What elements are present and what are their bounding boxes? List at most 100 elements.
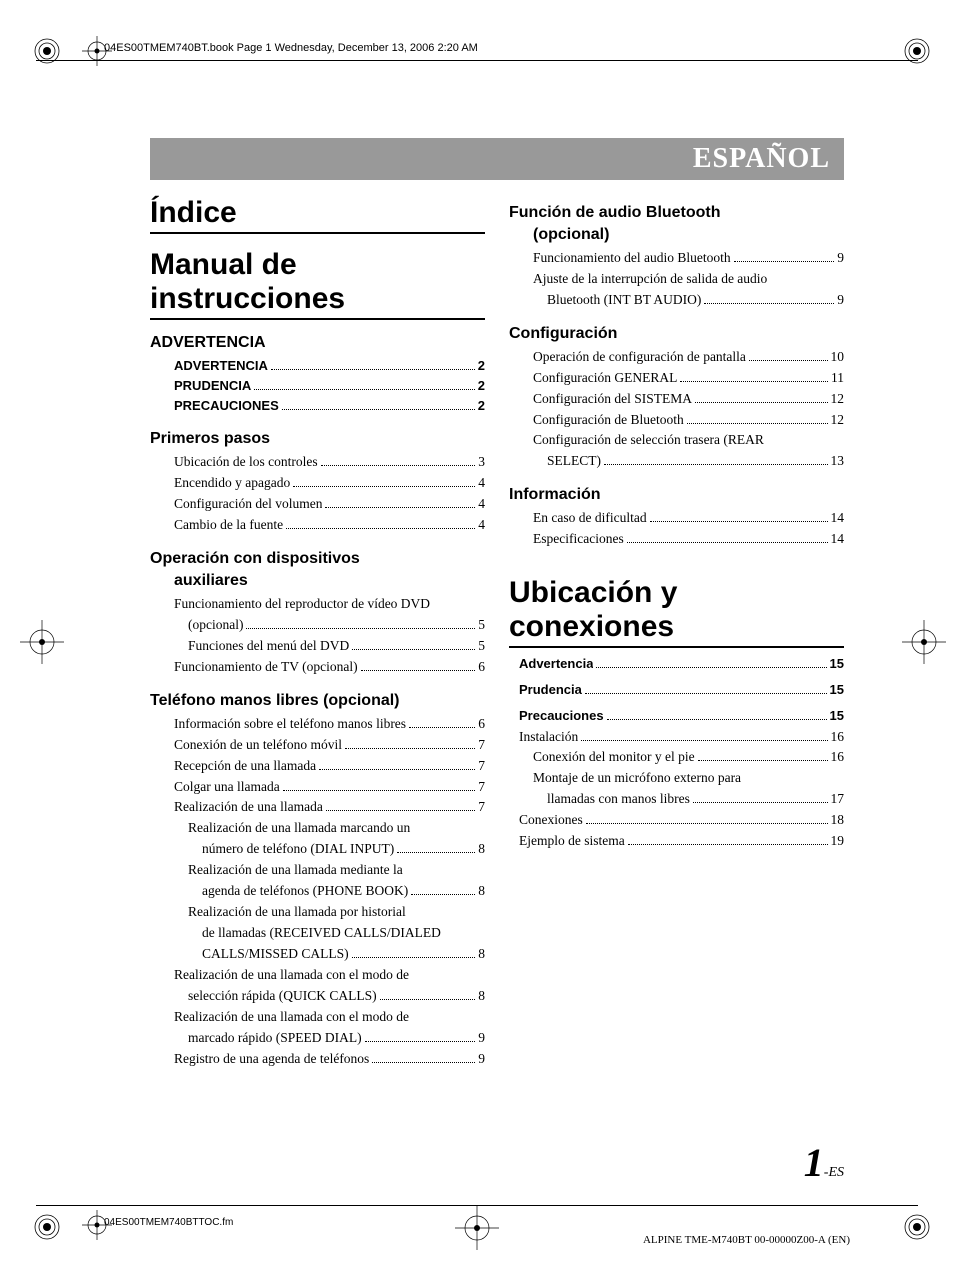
toc-row: Configuración del volumen4 bbox=[174, 494, 485, 515]
toc-row: (opcional)5 bbox=[174, 615, 485, 636]
toc-dots bbox=[361, 670, 476, 671]
toc-row: SELECT)13 bbox=[533, 451, 844, 472]
toc-page: 8 bbox=[478, 944, 485, 965]
toc-row: Ubicación de los controles3 bbox=[174, 452, 485, 473]
toc-label: agenda de teléfonos (PHONE BOOK) bbox=[202, 881, 408, 902]
toc-dots bbox=[687, 423, 828, 424]
toc-row: Especificaciones14 bbox=[533, 529, 844, 550]
toc-item: Realización de una llamada por historial… bbox=[174, 902, 485, 965]
toc-page: 9 bbox=[837, 290, 844, 311]
toc-page: 9 bbox=[478, 1049, 485, 1070]
toc-dots bbox=[286, 528, 475, 529]
content-columns: Índice Manual de instrucciones ADVERTENC… bbox=[150, 190, 844, 1168]
title-indice: Índice bbox=[150, 196, 485, 234]
reg-mark-icon bbox=[902, 1212, 932, 1242]
toc-label: Advertencia bbox=[519, 654, 593, 674]
toc-label: Conexiones bbox=[519, 810, 583, 831]
toc-item: Realización de una llamada marcando unnú… bbox=[174, 818, 485, 860]
toc-page: 14 bbox=[831, 529, 845, 550]
toc-row: marcado rápido (SPEED DIAL)9 bbox=[174, 1028, 485, 1049]
toc-dots bbox=[680, 381, 828, 382]
toc-row: Conexión del monitor y el pie16 bbox=[519, 747, 844, 768]
toc-dots bbox=[704, 303, 834, 304]
toc-dots bbox=[283, 790, 476, 791]
toc-page: 6 bbox=[478, 657, 485, 678]
toc-label: Información sobre el teléfono manos libr… bbox=[174, 714, 406, 735]
toc-item: Ajuste de la interrupción de salida de a… bbox=[533, 269, 844, 311]
toc-dots bbox=[321, 465, 476, 466]
toc-dots bbox=[380, 999, 476, 1000]
toc-dots bbox=[365, 1041, 476, 1042]
toc-row: Funcionamiento de TV (opcional)6 bbox=[174, 657, 485, 678]
title-manual: Manual de instrucciones bbox=[150, 248, 485, 320]
toc-page: 18 bbox=[831, 810, 845, 831]
toc-dots bbox=[352, 957, 476, 958]
toc-row: llamadas con manos libres17 bbox=[519, 789, 844, 810]
toc-page: 2 bbox=[478, 356, 485, 376]
toc-label-line: Ajuste de la interrupción de salida de a… bbox=[533, 269, 844, 290]
toc-dots bbox=[698, 760, 828, 761]
toc-dots bbox=[345, 748, 475, 749]
page-num-suffix: -ES bbox=[824, 1165, 844, 1180]
toc-label: PRECAUCIONES bbox=[174, 396, 279, 416]
toc-row: Operación de configuración de pantalla10 bbox=[533, 347, 844, 368]
toc-list: Funcionamiento del reproductor de vídeo … bbox=[150, 594, 485, 678]
toc-label: selección rápida (QUICK CALLS) bbox=[188, 986, 377, 1007]
toc-dots bbox=[650, 521, 828, 522]
toc-page: 15 bbox=[830, 706, 844, 726]
toc-item: Ubicación de los controles3 bbox=[174, 452, 485, 473]
toc-label: Funciones del menú del DVD bbox=[188, 636, 349, 657]
toc-row: Información sobre el teléfono manos libr… bbox=[174, 714, 485, 735]
left-column: Índice Manual de instrucciones ADVERTENC… bbox=[150, 190, 485, 1168]
toc-label: (opcional) bbox=[188, 615, 243, 636]
toc-label: Configuración del volumen bbox=[174, 494, 322, 515]
toc-row: Encendido y apagado4 bbox=[174, 473, 485, 494]
toc-list: ADVERTENCIA2PRUDENCIA2PRECAUCIONES2 bbox=[150, 356, 485, 416]
toc-item: Realización de una llamada7 bbox=[174, 797, 485, 818]
toc-page: 16 bbox=[831, 747, 845, 768]
toc-row: Colgar una llamada7 bbox=[174, 777, 485, 798]
toc-list: Información sobre el teléfono manos libr… bbox=[150, 714, 485, 1070]
toc-label-line: Realización de una llamada con el modo d… bbox=[174, 1007, 485, 1028]
toc-page: 4 bbox=[478, 515, 485, 536]
footer-rule bbox=[36, 1205, 918, 1206]
toc-item: Registro de una agenda de teléfonos9 bbox=[174, 1049, 485, 1070]
toc-label: Prudencia bbox=[519, 680, 582, 700]
toc-page: 8 bbox=[478, 839, 485, 860]
toc-label: Conexión de un teléfono móvil bbox=[174, 735, 342, 756]
toc-item: Funcionamiento del reproductor de vídeo … bbox=[174, 594, 485, 636]
section-heading-line2: auxiliares bbox=[150, 572, 485, 590]
toc-label: Funcionamiento del audio Bluetooth bbox=[533, 248, 731, 269]
toc-dots bbox=[607, 719, 827, 720]
page-num-value: 1 bbox=[804, 1140, 824, 1185]
toc-page: 8 bbox=[478, 986, 485, 1007]
toc-list: Ubicación de los controles3Encendido y a… bbox=[150, 452, 485, 536]
toc-row: agenda de teléfonos (PHONE BOOK)8 bbox=[174, 881, 485, 902]
toc-label: Configuración GENERAL bbox=[533, 368, 677, 389]
toc-item: Realización de una llamada con el modo d… bbox=[174, 1007, 485, 1049]
toc-row: Instalación16 bbox=[519, 727, 844, 748]
footer-right: ALPINE TME-M740BT 00-00000Z00-A (EN) bbox=[643, 1234, 850, 1246]
toc-row: Recepción de una llamada7 bbox=[174, 756, 485, 777]
toc-dots bbox=[734, 261, 835, 262]
reg-mark-icon bbox=[32, 36, 62, 66]
toc-item: Cambio de la fuente4 bbox=[174, 515, 485, 536]
toc-dots bbox=[749, 360, 828, 361]
toc-label-line: Configuración de selección trasera (REAR bbox=[533, 430, 844, 451]
toc-item: Prudencia15 bbox=[519, 680, 844, 700]
toc-item: Funcionamiento de TV (opcional)6 bbox=[174, 657, 485, 678]
toc-dots bbox=[271, 369, 475, 370]
toc-page: 7 bbox=[478, 756, 485, 777]
toc-label: PRUDENCIA bbox=[174, 376, 251, 396]
toc-page: 6 bbox=[478, 714, 485, 735]
cross-mark-icon bbox=[20, 620, 64, 664]
toc-row: En caso de dificultad14 bbox=[533, 508, 844, 529]
language-label: ESPAÑOL bbox=[693, 143, 830, 175]
toc-dots bbox=[604, 464, 828, 465]
toc-item: ADVERTENCIA2 bbox=[174, 356, 485, 376]
toc-item: Advertencia15 bbox=[519, 654, 844, 674]
toc-item: Configuración de selección trasera (REAR… bbox=[533, 430, 844, 472]
toc-label: Realización de una llamada bbox=[174, 797, 323, 818]
toc-dots bbox=[352, 649, 475, 650]
toc-label-line: Realización de una llamada con el modo d… bbox=[174, 965, 485, 986]
